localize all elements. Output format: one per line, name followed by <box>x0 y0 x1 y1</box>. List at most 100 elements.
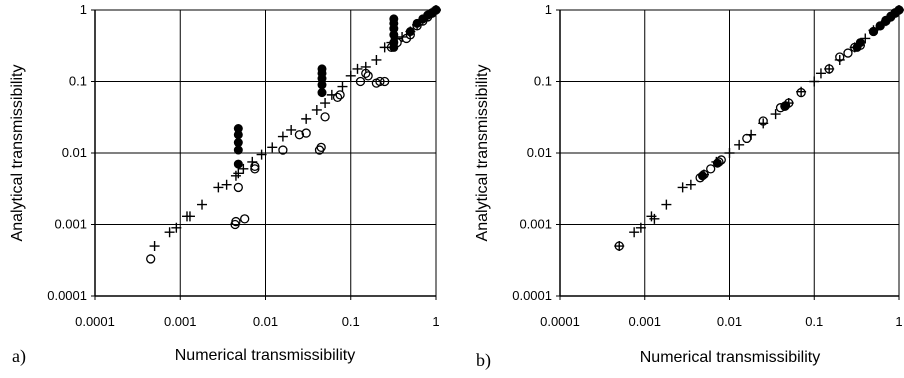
data-point-plus <box>677 182 688 193</box>
data-point-plus <box>824 63 835 74</box>
x-tick-label: 1 <box>432 314 439 329</box>
data-point-filled-circle <box>875 21 885 31</box>
data-point-filled-circle <box>868 27 878 37</box>
y-tick-label: 0.01 <box>62 145 87 160</box>
data-point-open-circle <box>233 182 243 193</box>
y-tick-label: 0.1 <box>534 74 552 89</box>
data-point-plus <box>770 109 781 120</box>
data-point-open-circle <box>278 145 288 155</box>
x-tick-label: 0.1 <box>805 314 823 329</box>
data-point-open-circle <box>301 128 311 138</box>
y-axis-title: Analytical transmissibility <box>9 65 26 242</box>
chart-panel-b: 0.0001 0.001 0.01 0.1 1 0.0001 0.001 0.01 0.1 1 Nu… <box>474 2 904 371</box>
panel-label: b) <box>476 350 491 371</box>
data-point-plus <box>286 124 297 135</box>
data-point-plus <box>379 42 390 53</box>
data-point-open-circle <box>706 164 716 174</box>
data-point-filled-circle <box>697 171 707 181</box>
data-point-open-circle <box>146 254 156 264</box>
data-point-open-circle <box>742 133 752 144</box>
x-tick-label: 0.0001 <box>75 314 115 329</box>
data-point-filled-circle <box>781 101 791 111</box>
data-point-open-circle <box>355 76 366 87</box>
data-point-plus <box>326 89 337 100</box>
x-axis-title: Numerical transmissibility <box>175 347 355 364</box>
x-tick-label: 0.1 <box>342 314 360 329</box>
data-point-plus <box>230 170 241 181</box>
y-tick-label: 1 <box>545 2 552 17</box>
series-filled-circle <box>233 5 441 169</box>
data-point-filled-circle <box>233 124 243 134</box>
data-point-plus <box>371 54 382 65</box>
data-point-plus <box>352 63 363 74</box>
data-point-open-circle <box>843 48 853 58</box>
data-point-plus <box>345 70 356 81</box>
data-point-plus <box>629 227 640 238</box>
data-point-plus <box>661 199 672 210</box>
data-point-open-circle <box>796 87 806 98</box>
data-point-plus <box>256 149 267 160</box>
data-point-open-circle <box>824 64 834 74</box>
data-point-plus <box>171 222 182 233</box>
data-point-open-circle <box>375 76 385 87</box>
data-point-plus <box>360 61 371 72</box>
data-point-open-circle <box>380 76 390 87</box>
data-point-plus <box>614 241 625 252</box>
data-point-open-circle <box>250 164 260 174</box>
data-point-open-circle <box>363 71 373 81</box>
data-point-plus <box>649 213 660 224</box>
data-point-plus <box>233 168 244 179</box>
data-point-filled-circle <box>389 38 399 48</box>
panel-label: a) <box>12 346 26 367</box>
data-point-filled-circle <box>431 5 441 15</box>
data-point-plus <box>149 241 160 252</box>
x-tick-label: 0.001 <box>628 314 661 329</box>
data-point-plus <box>277 131 288 142</box>
data-point-open-circle <box>294 130 305 140</box>
data-point-plus <box>809 76 820 87</box>
data-point-open-circle <box>835 52 845 62</box>
data-point-filled-circle <box>317 88 327 98</box>
data-point-filled-circle <box>855 38 865 48</box>
data-point-plus <box>238 163 249 174</box>
data-point-filled-circle <box>405 27 415 37</box>
x-tick-label: 1 <box>895 314 902 329</box>
data-point-plus <box>221 179 232 190</box>
x-tick-label: 0.01 <box>717 314 742 329</box>
data-point-plus <box>337 81 348 92</box>
data-point-plus <box>734 139 745 150</box>
data-point-plus <box>320 98 331 109</box>
data-point-plus <box>164 227 175 238</box>
data-point-filled-circle <box>317 64 327 74</box>
x-axis-title: Numerical transmissibility <box>640 349 820 366</box>
data-point-open-circle <box>250 161 260 172</box>
data-point-filled-circle <box>712 158 722 168</box>
data-point-plus <box>815 68 826 79</box>
y-tick-label: 0.001 <box>519 217 552 232</box>
data-point-filled-circle <box>233 145 243 155</box>
x-tick-label: 0.0001 <box>540 314 580 329</box>
data-point-plus <box>635 222 646 233</box>
data-point-plus <box>685 179 696 190</box>
y-axis-title: Analytical transmissibility <box>474 65 491 242</box>
data-point-plus <box>311 104 322 115</box>
data-point-plus <box>724 148 735 158</box>
data-point-plus <box>213 182 224 193</box>
data-point-open-circle <box>758 116 768 126</box>
data-point-open-circle <box>231 216 241 227</box>
data-point-filled-circle <box>894 5 904 15</box>
data-point-open-circle <box>614 241 624 251</box>
series-filled-circle <box>697 5 904 181</box>
y-tick-label: 0.001 <box>54 217 87 232</box>
data-point-filled-circle <box>233 159 243 169</box>
chart-panel-a: 0.0001 0.001 0.01 0.1 1 0.0001 0.001 0.01 0.1 1 Nu… <box>9 2 441 367</box>
y-tick-label: 0.0001 <box>47 288 87 303</box>
data-point-plus <box>301 113 312 124</box>
data-point-open-circle <box>332 92 343 103</box>
data-point-filled-circle <box>389 14 399 24</box>
y-tick-label: 0.1 <box>69 74 87 89</box>
data-point-open-circle <box>335 90 345 100</box>
y-tick-label: 0.0001 <box>512 288 552 303</box>
data-point-plus <box>184 211 195 222</box>
